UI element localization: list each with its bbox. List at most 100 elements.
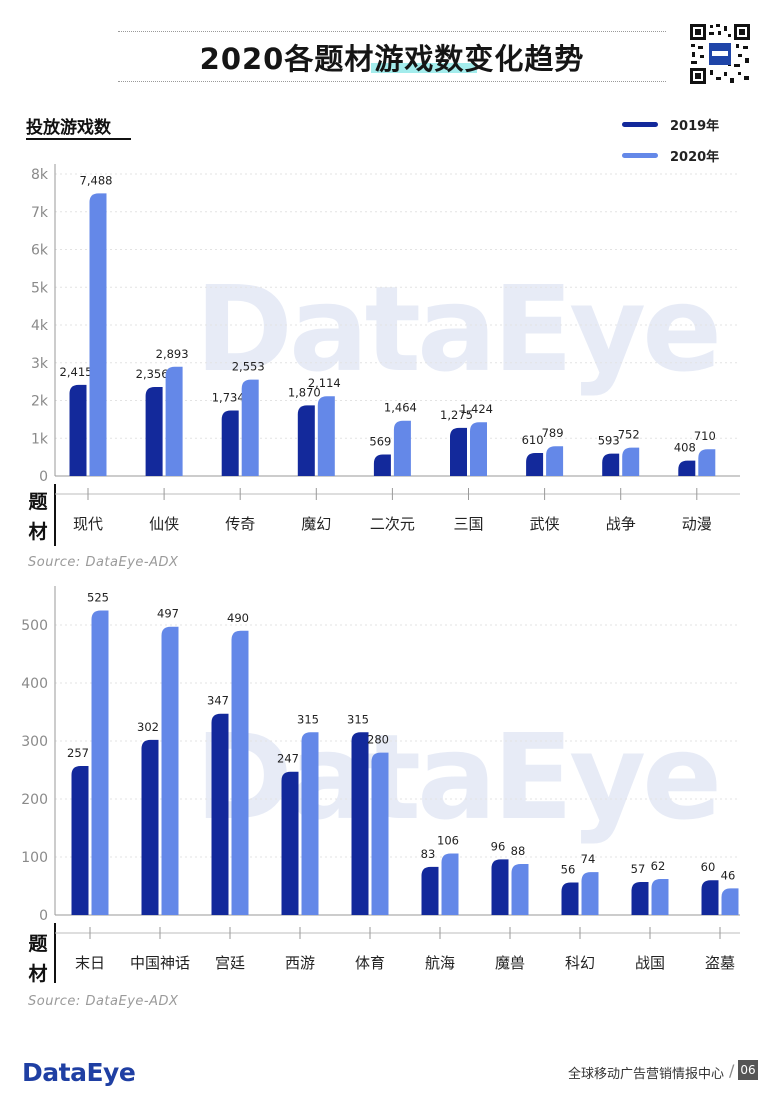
bar-2019年-科幻 [561,882,579,915]
data-label: 1,870 [288,385,321,399]
category-axis-label-bottom: 材 [28,962,47,985]
category-label: 魔兽 [495,954,525,972]
data-label: 280 [367,733,389,747]
y-tick-label: 400 [21,676,48,692]
category-label: 魔幻 [301,515,331,533]
data-label: 7,488 [80,173,113,187]
data-label: 789 [542,426,564,440]
bar-2020年-科幻 [581,872,599,915]
bar-2019年-体育 [351,732,369,915]
page-title: 2020各题材游戏数变化趋势 [199,42,585,76]
legend-item-2020: 2020年 [622,146,719,165]
data-label: 593 [598,434,620,448]
title-top-rule [118,31,666,32]
bar-2020年-体育 [371,752,389,915]
data-label: 74 [581,852,596,866]
bar-2020年-盗墓 [721,888,739,915]
category-label: 体育 [355,954,385,972]
category-axis-label-bottom: 材 [28,520,47,543]
data-label: 315 [297,712,319,726]
page-title-wrap: 2020各题材游戏数变化趋势 [118,36,666,78]
y-tick-label: 0 [39,908,48,924]
bar-2020年-仙侠 [165,366,183,476]
bar-2020年-二次元 [393,420,411,476]
legend-swatch-2020 [622,153,658,158]
y-tick-label: 8k [31,167,49,183]
bar-2020年-中国神话 [161,626,179,915]
chart-2-source: Source: DataEye-ADX [28,994,179,1009]
footer-separator: / [729,1061,735,1080]
legend-label-2020: 2020年 [670,150,720,165]
data-label: 257 [67,746,89,760]
bar-2020年-宫廷 [231,630,249,915]
category-label: 战争 [606,515,636,533]
category-label: 武侠 [530,515,560,533]
bar-2020年-航海 [441,853,459,915]
data-label: 490 [227,611,249,625]
bar-2019年-西游 [281,771,299,915]
bar-2019年-航海 [421,866,439,915]
bar-2019年-武侠 [526,452,544,476]
data-label: 106 [437,834,459,848]
bar-2019年-魔幻 [297,405,315,476]
bar-2020年-三国 [470,422,487,476]
category-label: 中国神话 [130,954,190,972]
data-label: 2,415 [60,365,93,379]
chart-1: 0 1k 2k 3k 4k 5k 6k 7k 8k 题材 现代 2,415 7,488 仙侠 2,356 2,… [28,164,740,546]
bar-2020年-战争 [622,447,640,476]
footer-text: 全球移动广告营销情报中心 [568,1067,725,1082]
y-tick-label: 5k [31,280,49,296]
legend-label-2019: 2019年 [670,119,720,134]
y-tick-label: 7k [31,205,49,221]
data-label: 2,114 [308,376,341,390]
data-label: 710 [694,429,716,443]
y-tick-label: 4k [31,318,49,334]
bar-2019年-魔兽 [491,859,509,915]
data-label: 46 [721,868,736,882]
footer-logo: DataEye [22,1058,136,1087]
title-highlight [371,63,477,73]
chart-1-source: Source: DataEye-ADX [28,555,179,570]
bar-2019年-末日 [71,765,89,915]
bar-2020年-传奇 [241,379,259,476]
bar-2019年-仙侠 [145,387,163,476]
category-label: 三国 [453,515,483,533]
category-label: 科幻 [565,954,595,972]
bar-2019年-宫廷 [211,713,229,915]
data-label: 525 [87,591,109,605]
data-label: 96 [491,839,506,853]
data-label: 569 [369,435,391,449]
data-label: 247 [277,752,299,766]
category-label: 战国 [635,954,665,972]
data-label: 62 [651,859,666,873]
bar-2019年-现代 [69,384,87,476]
data-label: 60 [701,860,716,874]
section-subtitle: 投放游戏数 [26,118,111,138]
bar-2019年-动漫 [678,460,696,476]
bar-2020年-武侠 [546,446,564,476]
legend-swatch-2019 [622,122,658,127]
legend-item-2019: 2019年 [622,115,719,134]
data-label: 83 [421,847,436,861]
category-axis-label-top: 题 [28,491,47,513]
bar-2020年-动漫 [698,449,716,476]
bar-2019年-传奇 [221,410,239,476]
title-bottom-rule [118,81,666,82]
subtitle-underline [26,138,131,140]
bar-2019年-二次元 [373,454,391,476]
data-label: 752 [618,428,640,442]
qr-code-icon [688,22,752,86]
y-tick-label: 2k [31,394,49,410]
data-label: 57 [631,862,646,876]
data-label: 2,356 [136,367,169,381]
bar-2020年-末日 [91,610,109,915]
y-tick-label: 500 [21,618,48,634]
y-tick-label: 300 [21,734,48,750]
category-label: 传奇 [225,515,255,533]
category-label: 航海 [425,954,455,972]
data-label: 347 [207,694,229,708]
bar-2019年-盗墓 [701,880,719,915]
data-label: 302 [137,720,159,734]
category-label: 西游 [285,954,315,972]
